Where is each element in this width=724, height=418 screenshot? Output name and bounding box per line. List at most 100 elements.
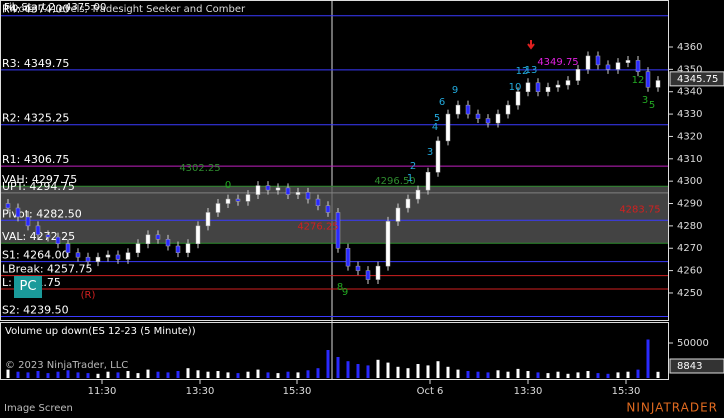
candle — [135, 243, 141, 253]
volume-bar — [636, 369, 640, 378]
y-tick-label: 4360 — [677, 42, 702, 53]
candle — [25, 216, 31, 227]
candle — [65, 243, 71, 253]
volume-bar — [236, 373, 240, 378]
candle — [15, 207, 21, 218]
annotation: 4296.50 — [374, 176, 415, 187]
volume-bar — [106, 371, 110, 378]
last-volume: 8843 — [677, 361, 702, 372]
candle — [655, 80, 661, 88]
level-label: R4: 4374.00 — [2, 3, 69, 16]
candle — [355, 265, 361, 271]
setup-count: 3 — [427, 147, 433, 158]
volume-bar — [16, 371, 20, 378]
pc-button[interactable]: PC — [14, 276, 42, 298]
volume-bar — [646, 339, 650, 378]
volume-bar — [436, 361, 440, 378]
candle — [55, 236, 61, 245]
candle — [315, 198, 321, 207]
candle — [275, 187, 281, 191]
volume-bar — [286, 371, 290, 378]
setup-count: 0 — [225, 180, 231, 191]
arrow — [527, 40, 535, 50]
candle — [295, 192, 301, 195]
volume-bar — [626, 371, 630, 378]
candle — [445, 113, 451, 142]
x-tick-label: 11:30 — [88, 386, 117, 397]
candle — [385, 221, 391, 267]
volume-bar — [276, 373, 280, 378]
candle — [235, 198, 241, 202]
volume-bar — [386, 362, 390, 378]
candle — [115, 254, 121, 260]
volume-bar — [356, 364, 360, 378]
subtitle: Pivots: ... Levels, Tradesight Seeker an… — [4, 4, 246, 15]
volume-bar — [36, 371, 40, 378]
volume-bar — [306, 370, 310, 378]
setup-count: 6 — [439, 97, 445, 108]
level-label: S1: 4264.00 — [2, 249, 69, 262]
candle — [345, 247, 351, 267]
volume-bar — [586, 371, 590, 378]
volume-bar — [416, 364, 420, 378]
candle — [435, 140, 441, 173]
level-label: VAH: 4297.75 — [2, 173, 77, 186]
volume-bar — [166, 372, 170, 378]
last-price: 4345.75 — [677, 74, 718, 85]
volume-bar — [346, 361, 350, 378]
level-label: R1: 4306.75 — [2, 153, 69, 166]
volume-bar — [56, 371, 60, 378]
level-label: R2: 4325.25 — [2, 112, 69, 125]
volume-bar — [486, 372, 490, 378]
y-tick-label: 4320 — [677, 131, 702, 142]
volume-bar — [76, 372, 80, 378]
candle — [245, 194, 251, 202]
volume-bar — [406, 368, 410, 378]
value-area — [1, 186, 668, 244]
candle — [505, 104, 511, 115]
volume-bar — [366, 365, 370, 378]
candle — [515, 91, 521, 106]
candle — [605, 64, 611, 70]
candle — [335, 212, 341, 249]
x-tick-label: 15:30 — [283, 386, 312, 397]
volume-bar — [96, 373, 100, 378]
setup-count: 1 — [407, 173, 413, 184]
setup-count: 12 — [632, 75, 645, 86]
candle — [595, 55, 601, 66]
volume-bar — [266, 372, 270, 378]
setup-count: 8 — [337, 282, 343, 293]
annotation: 4276.25 — [297, 221, 338, 232]
candle — [125, 252, 131, 260]
annotation: 4283.75 — [619, 204, 660, 215]
y-tick-label: 4290 — [677, 199, 702, 210]
volume-bar — [536, 372, 540, 378]
volume-panel — [0, 322, 669, 380]
volume-bar — [326, 350, 330, 378]
candle — [225, 198, 231, 204]
candle — [475, 113, 481, 119]
x-tick-label: 13:30 — [186, 386, 215, 397]
volume-bar — [376, 359, 380, 378]
y-tick-label: 4340 — [677, 87, 702, 98]
setup-count: 5 — [434, 113, 440, 124]
candle — [625, 60, 631, 63]
candle — [305, 192, 311, 200]
volume-bar — [186, 368, 190, 378]
volume-bar — [146, 369, 150, 378]
candle — [535, 82, 541, 92]
volume-bar — [396, 366, 400, 378]
volume-bar — [516, 368, 520, 378]
volume-bar — [466, 371, 470, 378]
copyright: © 2023 NinjaTrader, LLC — [5, 360, 128, 371]
volume-bar — [216, 371, 220, 378]
candle — [425, 171, 431, 191]
level-label: LBreak: 4257.75 — [2, 263, 93, 276]
x-tick-label: Oct 6 — [417, 386, 444, 397]
level-label: Pivot: 4282.50 — [2, 207, 82, 220]
y-tick-label: 4260 — [677, 266, 702, 277]
candle — [35, 225, 41, 236]
setup-count: 3 — [642, 95, 648, 106]
y-tick-label: 4310 — [677, 154, 702, 165]
candle — [85, 256, 91, 262]
